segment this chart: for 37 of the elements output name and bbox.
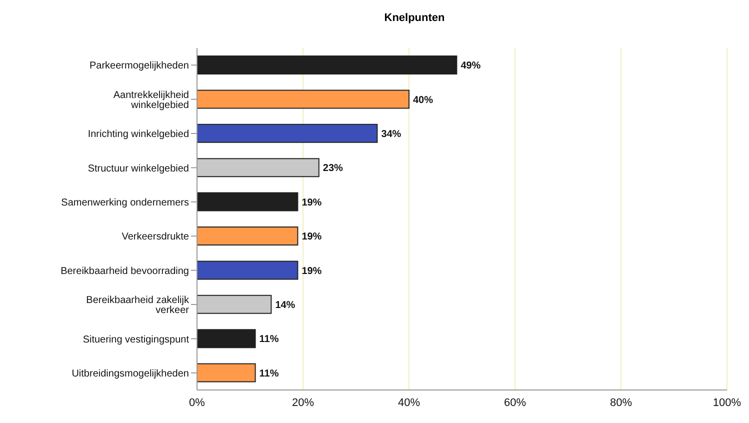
x-tick-label: 100% bbox=[712, 396, 742, 409]
bar bbox=[197, 158, 320, 178]
bar bbox=[197, 294, 272, 314]
bar bbox=[197, 192, 298, 212]
bar bbox=[197, 363, 256, 382]
y-tick-label: Bereikbaarheid bevoorrading bbox=[60, 266, 189, 277]
y-tick-label: Bereikbaarheid zakelijk verkeer bbox=[86, 295, 190, 316]
bar bbox=[197, 329, 256, 348]
data-label: 19% bbox=[302, 266, 322, 277]
y-tick-label: Samenwerking ondernemers bbox=[61, 197, 189, 208]
bar bbox=[197, 90, 410, 109]
y-tick-label: Uitbreidingsmogelijkheden bbox=[72, 368, 189, 380]
y-tick-label: Inrichting winkelgebied bbox=[88, 129, 189, 140]
data-label: 11% bbox=[259, 334, 279, 346]
bar bbox=[197, 56, 458, 74]
data-label: 19% bbox=[302, 232, 322, 243]
bar bbox=[197, 260, 298, 280]
x-tick-label: 40% bbox=[398, 396, 420, 409]
x-tick-label: 60% bbox=[504, 396, 526, 409]
data-label: 19% bbox=[302, 197, 322, 208]
x-tick-label: 20% bbox=[292, 396, 314, 409]
data-label: 40% bbox=[413, 94, 434, 106]
bar bbox=[197, 124, 378, 143]
y-tick-label: Aantrekkelijkheid winkelgebied bbox=[113, 90, 189, 111]
bar bbox=[197, 226, 298, 246]
y-tick-label: Parkeermogelijkheden bbox=[89, 60, 189, 72]
y-tick-label: Structuur winkelgebied bbox=[88, 163, 189, 174]
data-label: 11% bbox=[259, 368, 279, 380]
data-label: 49% bbox=[460, 60, 481, 72]
y-tick-label: Verkeersdrukte bbox=[122, 232, 190, 243]
y-tick-label: Situering vestigingspunt bbox=[82, 334, 190, 346]
x-tick-label: 80% bbox=[610, 396, 632, 409]
x-tick-label: 0% bbox=[189, 396, 206, 409]
data-label: 23% bbox=[322, 163, 344, 174]
data-label: 34% bbox=[381, 128, 402, 140]
data-label: 14% bbox=[275, 300, 296, 311]
chart-title: Knelpunten bbox=[383, 11, 446, 26]
